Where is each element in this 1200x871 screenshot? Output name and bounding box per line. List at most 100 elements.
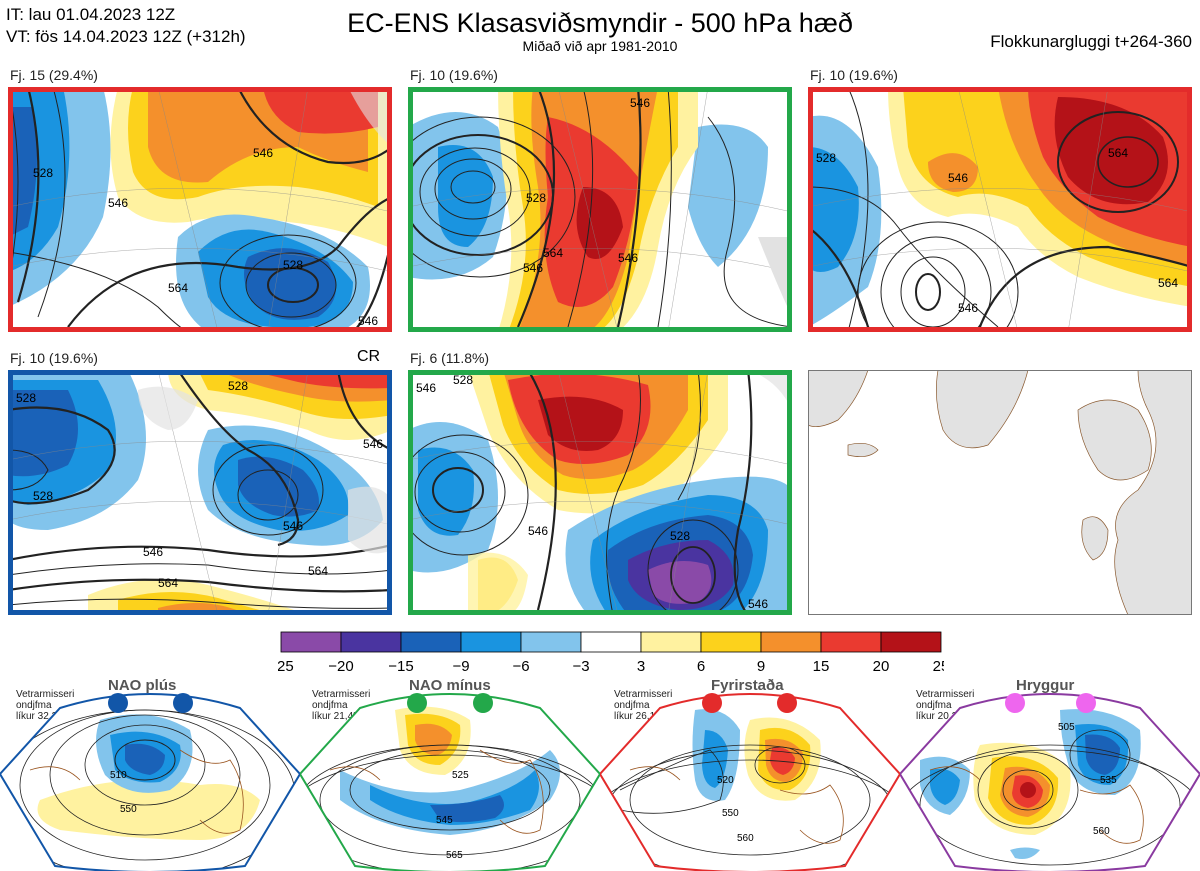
regime-2-note: Vetrarmisseri ondjfma líkur 21,4% [312, 689, 370, 722]
colorbar-tick-label: 20 [873, 658, 890, 675]
contour-label: 546 [363, 437, 383, 451]
regime-dot [173, 693, 193, 713]
contour-label: 564 [308, 564, 328, 578]
colorbar-tick-label: −3 [572, 658, 589, 675]
contour-label: 546 [143, 545, 163, 559]
contour-label: 546 [748, 597, 768, 611]
regime-note-line: líkur 32,3% [16, 711, 67, 722]
contour-label: 564 [543, 246, 563, 260]
contour-label: 564 [168, 281, 188, 295]
contour-label: 546 [958, 301, 978, 315]
colorbar-swatch [460, 631, 522, 653]
regime-4-title: Hryggur [1016, 677, 1075, 694]
colorbar-swatch [280, 631, 342, 653]
cluster-map-4: 528 528 528 546 546 546 564 564 [8, 370, 392, 615]
panel-frame [408, 87, 792, 332]
regime-note-line: ondjfma [916, 700, 952, 711]
colorbar-swatch [580, 631, 642, 653]
regime-note-line: líkur 20,2% [916, 711, 967, 722]
panel-1-label: Fj. 15 (29.4%) [10, 67, 98, 83]
regime-contour-label: 520 [717, 775, 734, 786]
colorbar-swatch [820, 631, 882, 653]
panel-3-label: Fj. 10 (19.6%) [810, 67, 898, 83]
colorbar-tick-label: 9 [757, 658, 765, 675]
colorbar-tick-label: −25 [278, 658, 294, 675]
colorbar-tick-label: −15 [388, 658, 413, 675]
regime-note-line: líkur 26,1% [614, 711, 665, 722]
regime-note-line: Vetrarmisseri [916, 689, 975, 700]
regime-contour-label: 560 [1093, 826, 1110, 837]
regime-1-title: NAO plús [108, 677, 177, 694]
init-time: IT: lau 01.04.2023 12Z [6, 5, 176, 24]
contour-label: 564 [1108, 146, 1128, 160]
colorbar: −25 −20 −15 −9 −6 −3 3 6 9 15 20 25 [278, 631, 944, 675]
regime-note-line: ondjfma [614, 700, 650, 711]
colorbar-swatch [760, 631, 822, 653]
regime-dot [108, 693, 128, 713]
contour-label: 528 [33, 166, 53, 180]
regime-contour-label: 525 [452, 770, 469, 781]
regime-contour-label: 535 [1100, 775, 1117, 786]
cluster-map-2: 528 546 546 546 564 [408, 87, 792, 332]
contour-label: 564 [158, 576, 178, 590]
panel-4-label: Fj. 10 (19.6%) [10, 350, 98, 366]
panel-2-label: Fj. 10 (19.6%) [410, 67, 498, 83]
regime-note-line: ondjfma [312, 700, 348, 711]
contour-label: 528 [16, 391, 36, 405]
regime-1-note: Vetrarmisseri ondjfma líkur 32,3% [16, 689, 74, 722]
blank-base-map [808, 370, 1192, 615]
colorbar-tick-label: −9 [452, 658, 469, 675]
regime-dot [777, 693, 797, 713]
contour-label: 528 [670, 529, 690, 543]
colorbar-tick-label: 25 [933, 658, 944, 675]
contour-label: 546 [948, 171, 968, 185]
contour-label: 528 [816, 151, 836, 165]
regime-note-line: líkur 21,4% [312, 711, 363, 722]
regime-contour-label: 550 [120, 804, 137, 815]
contour-label: 528 [228, 379, 248, 393]
panel-5-label: Fj. 6 (11.8%) [410, 350, 490, 366]
regime-dot [407, 693, 427, 713]
contour-label: 528 [453, 373, 473, 387]
contour-label: 546 [358, 314, 378, 328]
regime-note-line: ondjfma [16, 700, 52, 711]
panel-frame [408, 370, 792, 615]
regime-contour-label: 505 [1058, 722, 1075, 733]
regime-contour-label: 550 [722, 808, 739, 819]
page-subtitle: Miðað við apr 1981-2010 [522, 38, 678, 54]
panel-frame [808, 87, 1192, 332]
contour-label: 528 [33, 489, 53, 503]
classification-window: Flokkunargluggi t+264-360 [990, 32, 1192, 51]
colorbar-swatch [700, 631, 762, 653]
colorbar-tick-label: 3 [637, 658, 645, 675]
regime-dot [1076, 693, 1096, 713]
colorbar-swatch [340, 631, 402, 653]
contour-label: 528 [526, 191, 546, 205]
regime-3-note: Vetrarmisseri ondjfma líkur 26,1% [614, 689, 672, 722]
panel-frame [8, 87, 392, 332]
contour-label: 546 [523, 261, 543, 275]
colorbar-swatch [520, 631, 582, 653]
page-title: EC-ENS Klasasviðsmyndir - 500 hPa hæð [347, 8, 853, 38]
regime-contour-label: 565 [446, 850, 463, 861]
contour-label: 546 [283, 519, 303, 533]
colorbar-tick-label: −20 [328, 658, 353, 675]
colorbar-tick-label: −6 [512, 658, 529, 675]
panel-frame [8, 370, 392, 615]
regime-dot [702, 693, 722, 713]
regime-2-title: NAO mínus [409, 677, 491, 694]
contour-label: 546 [416, 381, 436, 395]
contour-label: 546 [108, 196, 128, 210]
contour-label: 528 [283, 258, 303, 272]
regime-note-line: Vetrarmisseri [16, 689, 75, 700]
regime-4-note: Vetrarmisseri ondjfma líkur 20,2% [916, 689, 974, 722]
colorbar-swatch [880, 631, 942, 653]
colorbar-tick-label: 15 [813, 658, 830, 675]
panel-4-tag: CR [357, 348, 381, 365]
regime-dot [473, 693, 493, 713]
cluster-map-5: 546 528 546 528 546 [408, 370, 792, 615]
cluster-map-3: 528 546 564 546 564 [808, 87, 1192, 332]
regime-contour-label: 545 [436, 815, 453, 826]
regime-map-ridge: 505 535 560 [900, 693, 1200, 871]
colorbar-swatch [640, 631, 702, 653]
